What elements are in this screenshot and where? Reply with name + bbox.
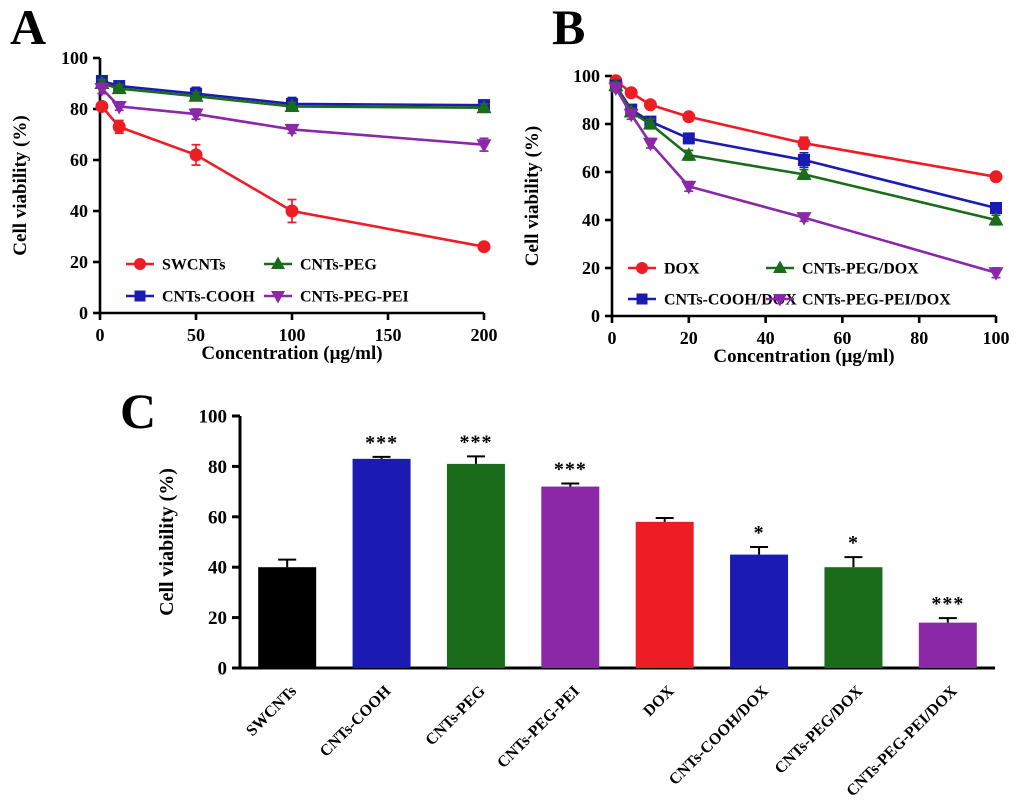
x-axis-title: Concentration (μg/ml): [713, 346, 894, 367]
svg-text:100: 100: [61, 48, 88, 68]
significance-stars: *: [754, 522, 765, 544]
svg-text:200: 200: [471, 325, 498, 345]
bar-category-label: CNTs-PEG-PEI: [494, 683, 583, 772]
svg-text:CNTs-COOH: CNTs-COOH: [162, 289, 255, 306]
bar-CNTs-COOH: *** CNTs-COOH: [317, 432, 411, 760]
series-CNTs-PEG-PEI/DOX: [608, 82, 1004, 281]
svg-text:20: 20: [70, 252, 88, 272]
bar-category-label: CNTs-PEG-PEI/DOX: [843, 682, 961, 800]
series-CNTs-PEG-PEI: [94, 82, 492, 153]
panel-b-line-chart: 0 20 40 60 80 100 0 20 40 60 80 100 Concentration (μ…: [522, 66, 1010, 367]
svg-text:150: 150: [375, 325, 402, 345]
svg-text:DOX: DOX: [664, 261, 700, 278]
legend: DOX CNTs-COOH/DOX CNTs-PEG/DOX CNTs-PEG-PEI…: [628, 260, 951, 309]
legend: SWCNTs CNTs-COOH CNTs-PEG CNTs-PEG-PEI: [126, 256, 409, 306]
svg-text:20: 20: [208, 608, 227, 629]
bar-category-label: CNTs-COOH/DOX: [666, 682, 772, 788]
x-axis-title: Concentration (μg/ml): [201, 343, 382, 364]
svg-text:60: 60: [70, 150, 88, 170]
bar-category-label: CNTs-PEG/DOX: [772, 682, 867, 777]
panel-c-label: C: [120, 383, 157, 439]
svg-text:0: 0: [591, 306, 600, 326]
svg-text:40: 40: [70, 201, 88, 221]
panel-b-label: B: [552, 0, 586, 55]
svg-text:80: 80: [70, 99, 88, 119]
svg-text:60: 60: [208, 507, 227, 528]
significance-stars: ***: [365, 432, 398, 454]
svg-text:100: 100: [199, 407, 228, 428]
series-SWCNTs: [95, 99, 491, 254]
axes: 0 20 40 60 80 100 0 50 100 150 200: [61, 48, 498, 345]
bar-category-label: CNTs-PEG: [422, 682, 489, 749]
series-CNTs-PEG: [94, 75, 492, 114]
svg-text:0: 0: [608, 328, 617, 348]
svg-text:40: 40: [582, 210, 600, 230]
svg-text:0: 0: [218, 659, 228, 680]
svg-text:0: 0: [96, 325, 105, 345]
svg-text:40: 40: [757, 328, 775, 348]
svg-text:20: 20: [680, 328, 698, 348]
svg-text:CNTs-PEG: CNTs-PEG: [300, 257, 377, 274]
panel-a-line-chart: 0 20 40 60 80 100 0 50 100 150 200 Concentration (μ…: [10, 48, 498, 364]
significance-stars: ***: [554, 459, 587, 481]
svg-text:80: 80: [208, 457, 227, 478]
y-axis-title: Cell viability (%): [156, 468, 178, 616]
svg-text:CNTs-COOH/DOX: CNTs-COOH/DOX: [664, 292, 797, 309]
bar-category-label: SWCNTs: [243, 683, 300, 740]
y-axis-title: Cell viability (%): [10, 115, 31, 255]
bar-CNTs-PEG/DOX: * CNTs-PEG/DOX: [772, 532, 883, 777]
svg-text:80: 80: [910, 328, 928, 348]
significance-stars: ***: [931, 593, 964, 615]
svg-text:0: 0: [79, 303, 88, 323]
series-CNTs-PEG/DOX: [608, 77, 1004, 226]
bar-DOX: DOX: [635, 517, 694, 720]
svg-text:CNTs-PEG/DOX: CNTs-PEG/DOX: [802, 261, 919, 278]
svg-text:CNTs-PEG-PEI/DOX: CNTs-PEG-PEI/DOX: [802, 292, 951, 309]
bar-CNTs-PEG-PEI: *** CNTs-PEG-PEI: [494, 459, 600, 772]
axes: 0 20 40 60 80 100 0 20 40 60 80 100: [573, 66, 1010, 348]
svg-text:60: 60: [833, 328, 851, 348]
bar-category-label: DOX: [640, 682, 677, 719]
svg-text:80: 80: [582, 114, 600, 134]
svg-text:SWCNTs: SWCNTs: [162, 257, 225, 274]
bar-SWCNTs: SWCNTs: [243, 558, 317, 740]
svg-text:60: 60: [582, 162, 600, 182]
svg-text:40: 40: [208, 558, 227, 579]
significance-stars: *: [848, 532, 859, 554]
svg-text:20: 20: [582, 258, 600, 278]
significance-stars: ***: [459, 431, 492, 453]
svg-text:100: 100: [983, 328, 1010, 348]
y-axis-title: Cell viability (%): [522, 126, 543, 266]
series-DOX: [609, 74, 1003, 184]
svg-text:CNTs-PEG-PEI: CNTs-PEG-PEI: [300, 289, 409, 306]
panel-c-bar-chart: 0 20 40 60 80 100 Cell viability (%) SWCNTs *** C…: [156, 407, 995, 800]
svg-text:50: 50: [187, 325, 205, 345]
bar-category-label: CNTs-COOH: [317, 682, 395, 760]
svg-text:100: 100: [279, 325, 306, 345]
bar-CNTs-PEG: *** CNTs-PEG: [422, 431, 505, 749]
panel-a-label: A: [10, 0, 47, 55]
svg-text:100: 100: [573, 66, 600, 86]
